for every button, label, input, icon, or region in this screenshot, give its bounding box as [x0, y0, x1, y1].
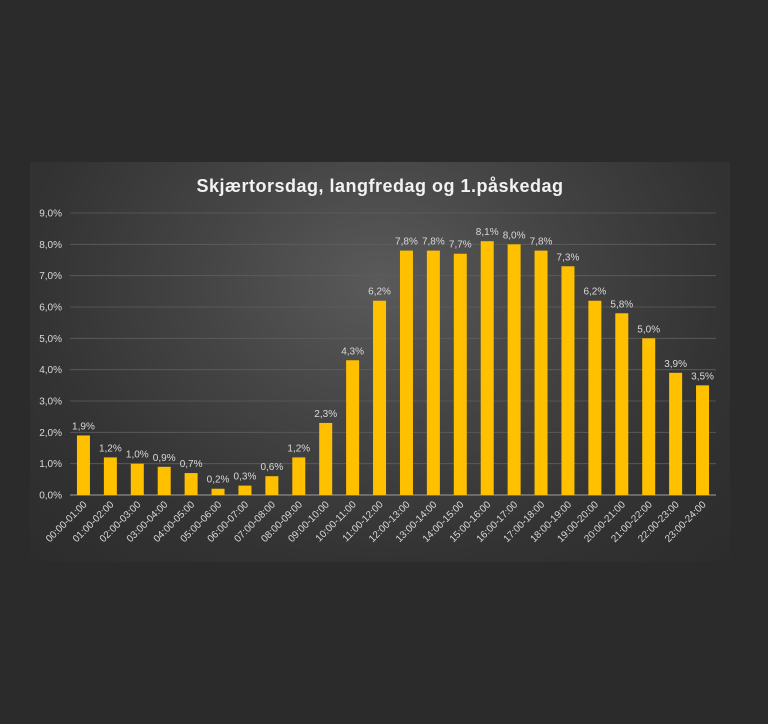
- bar: [211, 488, 225, 495]
- bar: [103, 457, 117, 495]
- bar: [696, 385, 710, 495]
- data-label: 0,7%: [180, 459, 203, 470]
- data-label: 0,6%: [260, 462, 283, 473]
- data-label: 7,8%: [530, 237, 553, 248]
- bar: [265, 476, 279, 495]
- bar: [534, 250, 548, 495]
- bar: [76, 435, 90, 495]
- y-tick-label: 5,0%: [39, 334, 62, 345]
- data-label: 8,1%: [476, 227, 499, 238]
- data-label: 0,2%: [207, 475, 230, 486]
- bar: [184, 473, 198, 495]
- y-tick-label: 8,0%: [39, 240, 62, 251]
- bar: [615, 313, 629, 495]
- bar: [588, 300, 602, 495]
- data-label: 7,8%: [422, 237, 445, 248]
- bar: [319, 422, 333, 495]
- y-tick-label: 6,0%: [39, 303, 62, 314]
- y-tick-label: 9,0%: [39, 209, 62, 220]
- data-label: 2,3%: [314, 409, 337, 420]
- data-label: 6,2%: [583, 287, 606, 298]
- data-label: 7,3%: [557, 252, 580, 263]
- bar: [157, 466, 171, 495]
- data-label: 5,8%: [610, 299, 633, 310]
- data-label: 1,0%: [126, 450, 149, 461]
- data-label: 8,0%: [503, 230, 526, 241]
- bar: [453, 253, 467, 495]
- bar: [426, 250, 440, 495]
- bar: [399, 250, 413, 495]
- bar: [480, 241, 494, 495]
- data-label: 1,9%: [72, 421, 95, 432]
- y-tick-label: 7,0%: [39, 271, 62, 282]
- data-label: 3,9%: [664, 359, 687, 370]
- bar: [642, 338, 656, 495]
- bar: [373, 300, 387, 495]
- y-tick-label: 0,0%: [39, 491, 62, 502]
- bar: [130, 463, 144, 495]
- data-label: 4,3%: [341, 346, 364, 357]
- bar-chart: 0,0% 1,0% 2,0% 3,0% 4,0% 5,0% 6,0% 7,0% 8,0% 9,0%…: [39, 209, 716, 545]
- y-tick-label: 1,0%: [39, 459, 62, 470]
- bar: [561, 266, 575, 495]
- chart-card: Skjærtorsdag, langfredag og 1.påskedag 0…: [30, 162, 730, 562]
- data-label: 1,2%: [287, 443, 310, 454]
- data-label: 1,2%: [99, 443, 122, 454]
- bar: [238, 485, 252, 495]
- y-tick-label: 2,0%: [39, 428, 62, 439]
- bar: [346, 360, 360, 495]
- y-tick-label: 4,0%: [39, 365, 62, 376]
- bar: [292, 457, 306, 495]
- data-label: 7,8%: [395, 237, 418, 248]
- data-label: 6,2%: [368, 287, 391, 298]
- data-label: 0,3%: [234, 472, 257, 483]
- data-label: 7,7%: [449, 240, 472, 251]
- data-label: 5,0%: [637, 324, 660, 335]
- chart-title: Skjærtorsdag, langfredag og 1.påskedag: [196, 176, 564, 196]
- bar: [507, 244, 521, 495]
- data-label: 0,9%: [153, 453, 176, 464]
- data-label: 3,5%: [691, 371, 714, 382]
- bar: [669, 372, 683, 495]
- y-tick-label: 3,0%: [39, 397, 62, 408]
